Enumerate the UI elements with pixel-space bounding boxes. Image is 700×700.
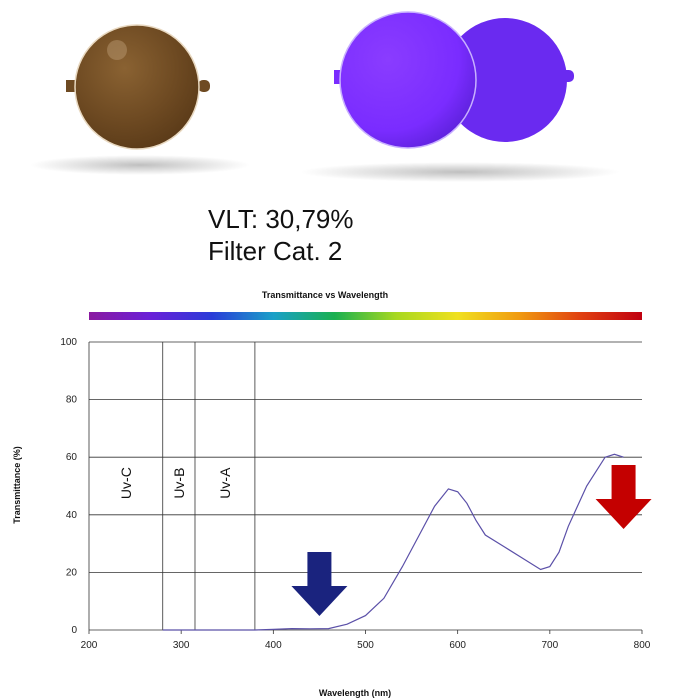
x-tick-label: 400 xyxy=(265,640,282,651)
spectrum-bar xyxy=(89,312,642,320)
x-tick-label: 800 xyxy=(634,640,651,651)
chart-title: Transmittance vs Wavelength xyxy=(262,290,388,300)
spectrum-gradient xyxy=(89,312,642,320)
vlt-value: VLT: 30,79% xyxy=(208,204,354,234)
brown-lens xyxy=(30,24,250,175)
filter-category: Filter Cat. 2 xyxy=(208,236,343,266)
transmittance-chart: Transmittance vs Wavelength Uv-C Uv-B Uv-A… xyxy=(12,290,652,698)
filter-info: VLT: 30,79% Filter Cat. 2 xyxy=(208,203,354,267)
indicator-arrows xyxy=(291,465,652,616)
y-tick-label: 0 xyxy=(71,625,77,636)
lens-illustration xyxy=(0,0,700,200)
uv-band-markers: Uv-C Uv-B Uv-A xyxy=(118,342,256,630)
y-tick-label: 80 xyxy=(66,395,78,406)
x-axis-title: Wavelength (nm) xyxy=(319,688,391,698)
x-tick-label: 500 xyxy=(357,640,374,651)
x-tick-label: 300 xyxy=(173,640,190,651)
blue-down-arrow-icon xyxy=(291,552,348,616)
y-axis-ticks: 0 20 40 60 80 100 xyxy=(60,337,77,636)
uv-band-label: Uv-B xyxy=(171,468,187,499)
purple-lens xyxy=(300,11,620,182)
red-down-arrow-icon xyxy=(595,465,652,529)
uv-band-label: Uv-C xyxy=(118,467,134,499)
transmittance-line xyxy=(162,453,624,631)
y-tick-label: 100 xyxy=(60,337,77,348)
x-axis-ticks: 200 300 400 500 600 700 800 xyxy=(81,630,651,651)
y-tick-label: 20 xyxy=(66,567,78,578)
y-tick-label: 60 xyxy=(66,452,78,463)
x-tick-label: 700 xyxy=(541,640,558,651)
x-tick-label: 200 xyxy=(81,640,98,651)
uv-band-label: Uv-A xyxy=(217,467,233,499)
x-tick-label: 600 xyxy=(449,640,466,651)
y-tick-label: 40 xyxy=(66,510,78,521)
y-axis-title: Transmittance (%) xyxy=(12,446,22,524)
